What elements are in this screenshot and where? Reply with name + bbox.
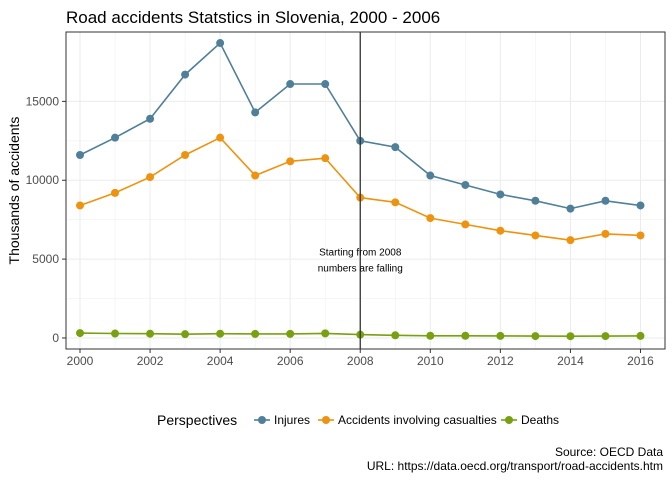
data-point: [181, 151, 190, 160]
legend-key-point: [258, 416, 266, 424]
x-tick-label: 2006: [277, 354, 304, 368]
data-point: [496, 331, 505, 340]
legend-key-point: [505, 416, 513, 424]
data-point: [531, 332, 540, 341]
data-point: [566, 236, 575, 245]
data-point: [181, 70, 190, 79]
data-point: [321, 329, 330, 338]
data-point: [636, 331, 645, 340]
data-point: [391, 143, 400, 152]
plot-panel: [66, 32, 665, 349]
x-tick-label: 2004: [207, 354, 234, 368]
data-point: [426, 331, 435, 340]
data-point: [76, 329, 85, 338]
data-point: [601, 332, 610, 341]
y-axis-title: Thousands of accidents: [6, 117, 22, 265]
data-point: [181, 330, 190, 339]
caption-line: Source: OECD Data: [555, 445, 663, 459]
data-point: [391, 198, 400, 207]
legend-key-point: [322, 416, 330, 424]
data-point: [146, 329, 155, 338]
data-point: [461, 220, 470, 229]
data-point: [251, 329, 260, 338]
data-point: [216, 329, 225, 338]
data-point: [146, 114, 155, 123]
data-point: [146, 173, 155, 182]
legend-label: Injures: [274, 413, 310, 427]
x-axis: 2000 2002 2004 2006 2008 2010 2012 2014 2016: [67, 349, 654, 368]
x-tick-label: 2014: [557, 354, 584, 368]
data-point: [111, 188, 120, 197]
data-point: [461, 180, 470, 189]
legend-label: Accidents involving casualties: [338, 413, 497, 427]
annotation-line: Starting from 2008: [319, 248, 402, 259]
x-tick-label: 2008: [347, 354, 374, 368]
y-tick-label: 0: [52, 331, 59, 345]
chart-title: Road accidents Statstics in Slovenia, 20…: [66, 8, 440, 27]
data-point: [251, 108, 260, 117]
data-point: [111, 133, 120, 142]
data-point: [531, 196, 540, 205]
data-point: [286, 329, 295, 338]
plot-border: [65, 31, 666, 350]
legend-item-0: Injures: [254, 413, 310, 427]
legend: Perspectives Injures Accidents involving …: [157, 412, 559, 428]
data-point: [391, 331, 400, 340]
data-point: [216, 133, 225, 142]
data-point: [216, 39, 225, 48]
x-tick-label: 2000: [67, 354, 94, 368]
data-point: [251, 171, 260, 180]
legend-label: Deaths: [521, 413, 559, 427]
x-tick-label: 2002: [137, 354, 164, 368]
legend-item-2: Deaths: [501, 413, 559, 427]
data-point: [566, 204, 575, 213]
caption-line: URL: https://data.oecd.org/transport/roa…: [367, 459, 663, 473]
data-point: [636, 201, 645, 210]
data-point: [461, 331, 470, 340]
data-point: [496, 190, 505, 199]
data-point: [566, 332, 575, 341]
data-point: [286, 80, 295, 89]
data-point: [496, 226, 505, 235]
data-point: [286, 157, 295, 166]
data-point: [111, 329, 120, 338]
annotation: Starting from 2008 numbers are falling: [318, 248, 403, 275]
data-point: [636, 231, 645, 240]
data-point: [321, 80, 330, 89]
x-tick-label: 2012: [487, 354, 514, 368]
data-point: [426, 214, 435, 223]
data-point: [426, 171, 435, 180]
data-point: [321, 154, 330, 163]
data-point: [601, 196, 610, 205]
data-point: [601, 229, 610, 238]
legend-title: Perspectives: [157, 412, 237, 428]
x-tick-label: 2010: [417, 354, 444, 368]
plot-area: Starting from 2008 numbers are falling: [65, 31, 666, 350]
data-point: [76, 201, 85, 210]
y-axis: 0 5000 10000 15000: [26, 94, 66, 345]
data-point: [531, 231, 540, 240]
y-tick-label: 10000: [26, 173, 60, 187]
annotation-line: numbers are falling: [318, 264, 403, 275]
y-tick-label: 5000: [32, 252, 59, 266]
y-tick-label: 15000: [26, 94, 60, 108]
legend-item-1: Accidents involving casualties: [318, 413, 497, 427]
x-tick-label: 2016: [627, 354, 654, 368]
annotation-text: Starting from 2008 numbers are falling: [318, 248, 403, 275]
data-point: [76, 151, 85, 160]
